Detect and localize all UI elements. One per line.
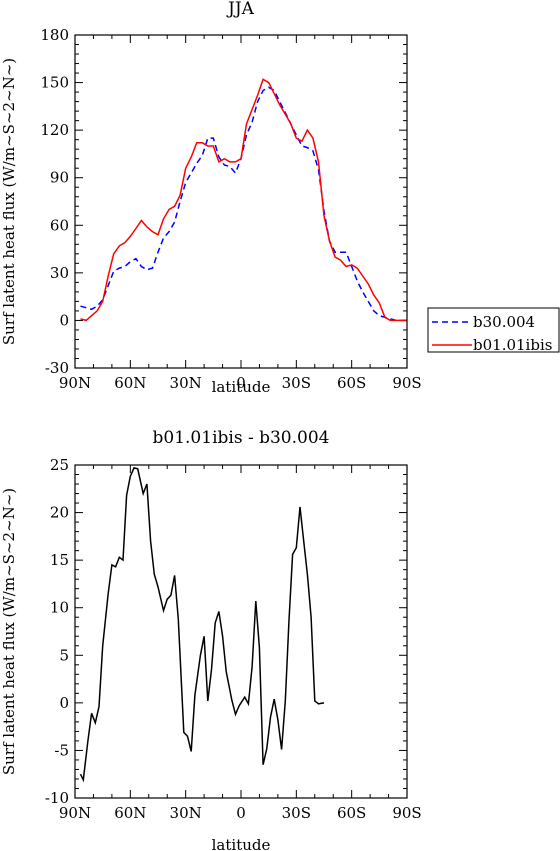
legend-label-b30-004: b30.004 bbox=[473, 313, 535, 331]
x-tick-label: 60N bbox=[114, 374, 146, 392]
y-tick-label: 0 bbox=[59, 694, 69, 712]
panel-bottom-chart: b01.01ibis - b30.004 Surf latent heat fl… bbox=[0, 428, 422, 851]
x-tick-label: 30N bbox=[170, 374, 202, 392]
y-axis-label: Surf latent heat flux (W/m~S~2~N~) bbox=[0, 58, 18, 345]
y-tick-label: 60 bbox=[50, 216, 69, 234]
y-tick-label: -30 bbox=[45, 359, 69, 377]
series-line-diff-0 bbox=[79, 467, 325, 783]
tick-labels: 90N 60N 30N 0 30S 60S 90S -30 0 30 60 90 120 150 180 bbox=[40, 26, 421, 392]
y-tick-label: 5 bbox=[59, 646, 69, 664]
axis-ticks bbox=[74, 34, 408, 369]
x-tick-label: 60N bbox=[114, 804, 146, 822]
y-axis-label: Surf latent heat flux (W/m~S~2~N~) bbox=[0, 488, 18, 775]
x-tick-label: 30N bbox=[170, 804, 202, 822]
y-tick-label: -10 bbox=[45, 789, 69, 807]
y-tick-label: 20 bbox=[50, 504, 69, 522]
y-tick-label: 30 bbox=[50, 264, 69, 282]
chart-title: JJA bbox=[226, 0, 255, 19]
series-line-b01-01ibis bbox=[80, 78, 407, 322]
plot-frame bbox=[74, 34, 408, 369]
series-line-b30-004 bbox=[80, 86, 407, 322]
x-tick-label: 90N bbox=[59, 804, 91, 822]
legend: b30.004 b01.01ibis bbox=[427, 307, 560, 354]
x-tick-label: 60S bbox=[337, 374, 366, 392]
y-tick-label: 180 bbox=[40, 26, 69, 44]
y-tick-label: 15 bbox=[50, 551, 69, 569]
x-tick-label: 60S bbox=[337, 804, 366, 822]
x-tick-label: 0 bbox=[236, 374, 246, 392]
series-group bbox=[79, 467, 325, 783]
chart-title: b01.01ibis - b30.004 bbox=[153, 428, 330, 448]
panel-top-chart: JJA Surf latent heat flux (W/m~S~2~N~) l… bbox=[0, 0, 422, 396]
x-tick-label: 90S bbox=[392, 374, 421, 392]
x-tick-label: 0 bbox=[236, 804, 246, 822]
tick-labels: 90N 60N 30N 0 30S 60S 90S -10 -5 0 5 10 15 20 25 bbox=[45, 456, 422, 822]
legend-label-b01-01ibis: b01.01ibis bbox=[473, 336, 552, 354]
x-tick-label: 90N bbox=[59, 374, 91, 392]
x-tick-label: 30S bbox=[282, 804, 311, 822]
plot-frame bbox=[74, 464, 408, 799]
x-tick-label: 30S bbox=[282, 374, 311, 392]
series-group bbox=[80, 78, 407, 322]
x-axis-label: latitude bbox=[212, 836, 271, 851]
y-tick-label: 120 bbox=[40, 121, 69, 139]
y-tick-label: 0 bbox=[59, 311, 69, 329]
y-tick-label: 25 bbox=[50, 456, 69, 474]
y-tick-label: -5 bbox=[54, 741, 69, 759]
x-tick-label: 90S bbox=[392, 804, 421, 822]
y-tick-label: 10 bbox=[50, 599, 69, 617]
y-tick-label: 90 bbox=[50, 169, 69, 187]
y-tick-label: 150 bbox=[40, 74, 69, 92]
x-axis-label: latitude bbox=[212, 378, 271, 396]
